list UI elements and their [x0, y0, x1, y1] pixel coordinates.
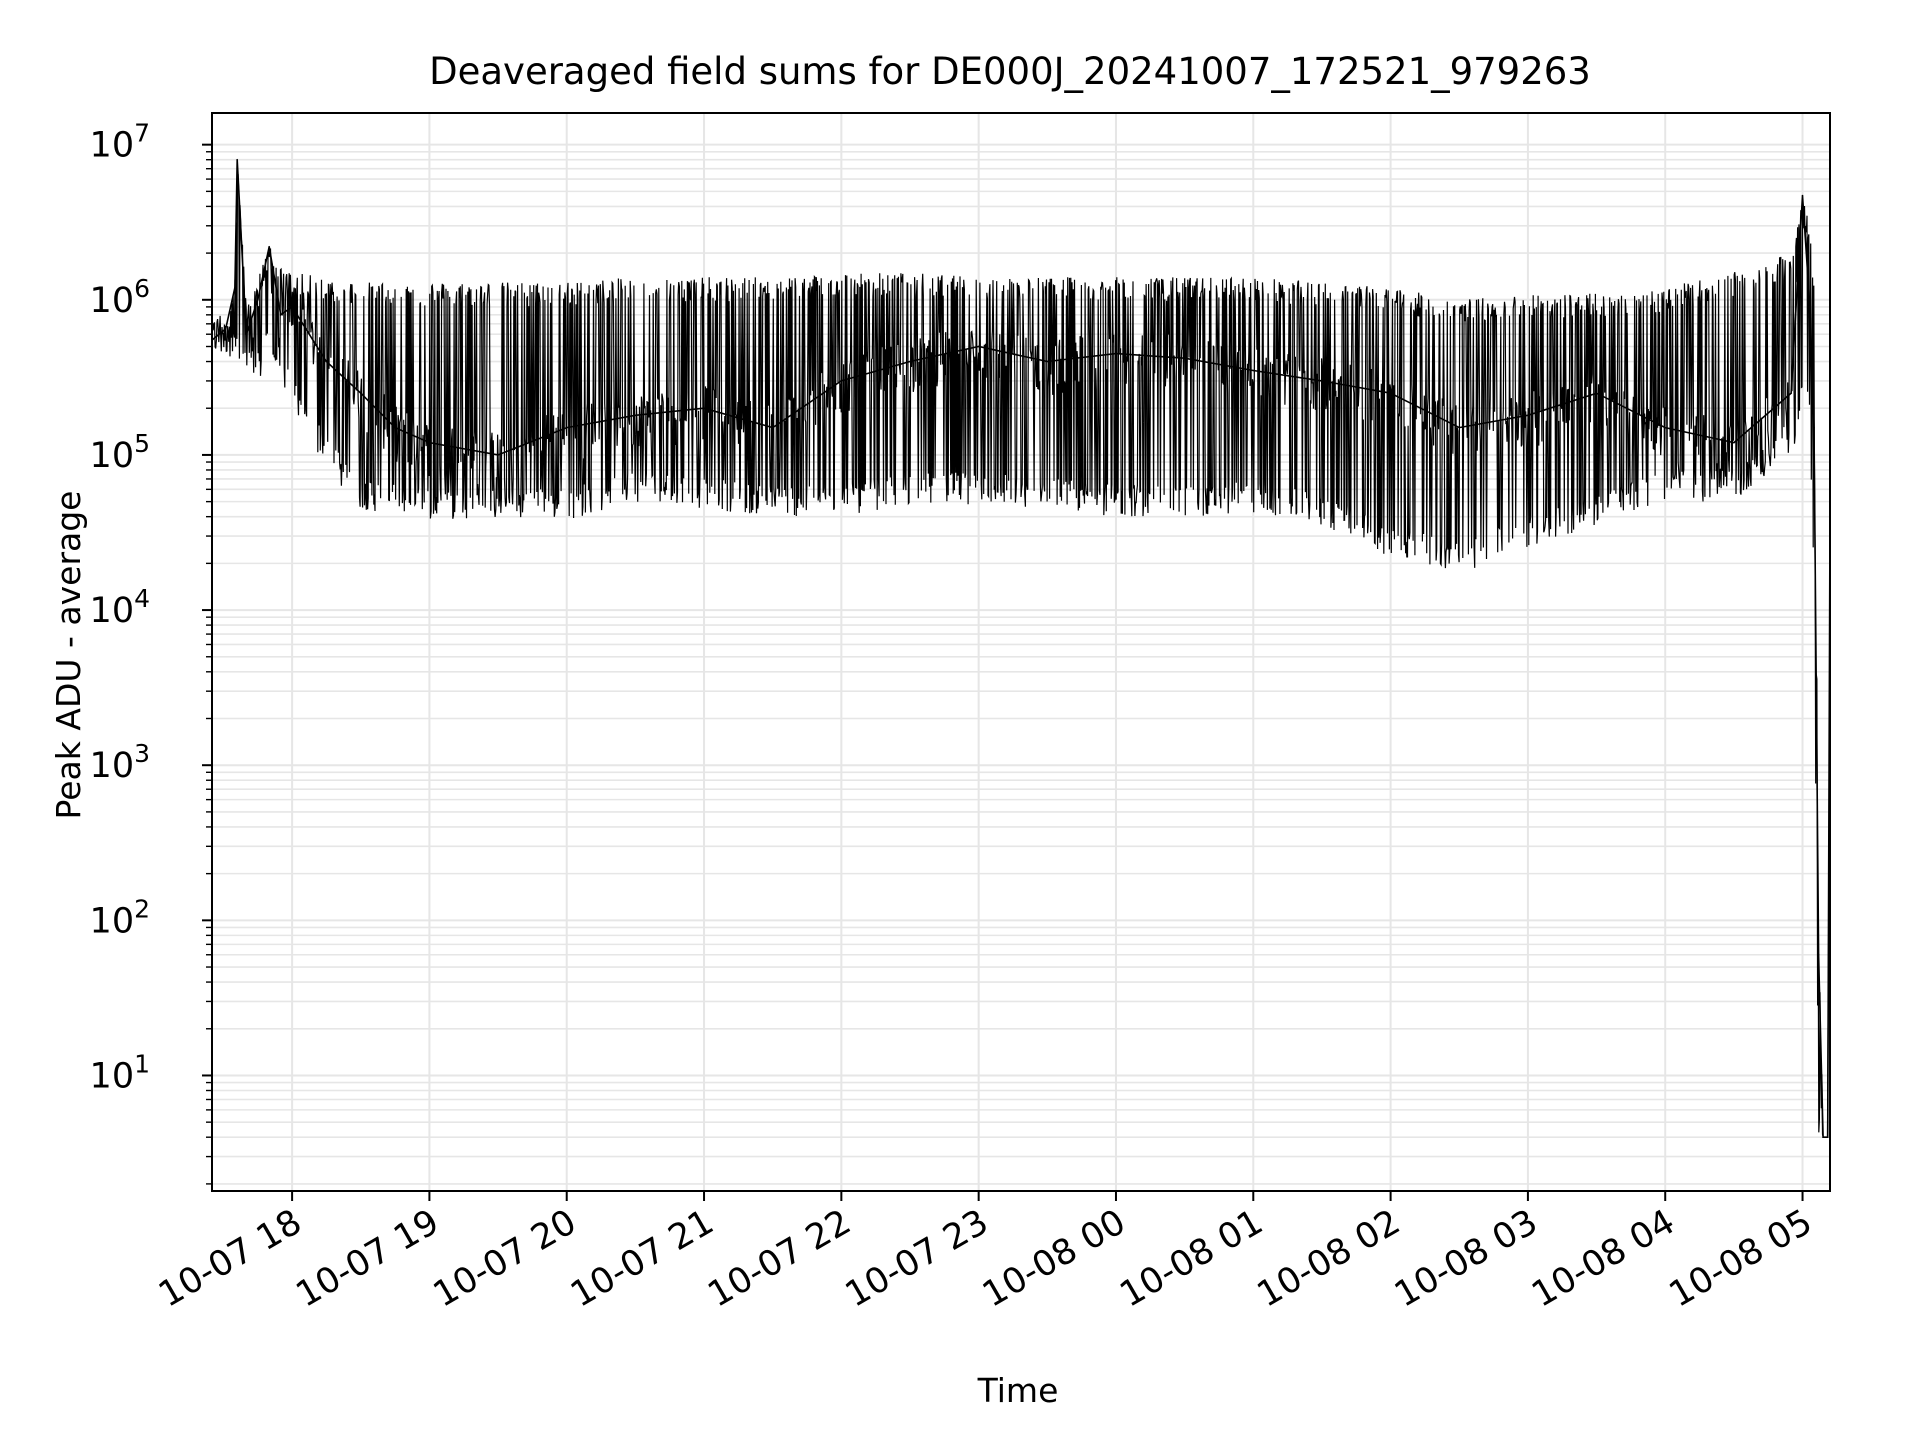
data-point	[703, 407, 705, 410]
data-point	[224, 328, 227, 330]
y-tick-label: 102	[90, 894, 150, 941]
data-point	[245, 333, 248, 336]
data-point	[1115, 352, 1117, 355]
x-tick-label: 10-08 03	[1388, 1202, 1544, 1315]
x-tick-label: 10-07 18	[152, 1202, 308, 1315]
data-point	[1664, 426, 1666, 429]
y-tick-label: 103	[90, 739, 150, 786]
data-point	[1527, 414, 1529, 417]
data-point	[1389, 392, 1392, 395]
data-point	[1817, 954, 1820, 956]
data-point	[279, 314, 282, 316]
data-point	[1733, 441, 1735, 444]
grid	[212, 113, 1830, 1191]
data-point	[1183, 357, 1186, 360]
series-key-path	[211, 159, 1831, 1138]
x-tick-label: 10-07 23	[839, 1202, 995, 1315]
data-point	[360, 392, 362, 395]
data-point	[1321, 380, 1323, 382]
data-point	[1826, 1136, 1829, 1138]
y-tick-label: 105	[90, 429, 150, 476]
data-point	[1808, 299, 1811, 301]
x-tick-label: 10-08 02	[1251, 1202, 1407, 1315]
series-line-path	[211, 173, 1831, 1138]
y-tick-label: 101	[90, 1049, 150, 1096]
data-point	[234, 286, 236, 289]
x-tick-label: 10-08 04	[1525, 1202, 1681, 1315]
data-point	[236, 158, 238, 161]
plot-frame	[211, 112, 1831, 1192]
data-point	[1801, 194, 1804, 197]
data-point	[325, 360, 328, 363]
data-point	[1252, 369, 1255, 372]
y-tick-label: 106	[90, 274, 150, 321]
data-point	[909, 360, 911, 363]
series-line	[211, 158, 1831, 1138]
data-point	[634, 414, 637, 417]
x-axis-label: Time	[977, 1371, 1059, 1410]
data-point	[1813, 426, 1815, 429]
chart-title: Deaveraged field sums for DE000J_2024100…	[429, 50, 1591, 93]
data-point	[1595, 392, 1598, 395]
y-tick-label: 104	[90, 584, 150, 631]
data-point	[977, 345, 980, 348]
y-axis-label: Peak ADU - average	[49, 491, 88, 820]
data-point	[394, 426, 396, 429]
x-tick-label: 10-07 22	[702, 1202, 858, 1315]
x-tick-label: 10-07 21	[564, 1202, 720, 1315]
data-point	[497, 454, 499, 456]
data-point	[1046, 360, 1049, 363]
x-tick-label: 10-07 20	[427, 1202, 583, 1315]
y-tick-labels: 101 102 103 104 105 106 107	[90, 119, 150, 1097]
data-point	[257, 299, 259, 301]
x-tick-label: 10-08 05	[1663, 1202, 1819, 1315]
x-tick-label: 10-08 00	[976, 1202, 1132, 1315]
data-point	[771, 426, 774, 429]
data-point	[565, 426, 568, 429]
data-point	[428, 441, 431, 444]
data-point	[1458, 426, 1461, 429]
x-tick-label: 10-07 19	[290, 1202, 446, 1315]
data-point	[291, 306, 293, 308]
data-point	[1790, 392, 1792, 395]
data-point	[268, 245, 271, 248]
axis-ticks	[202, 143, 1804, 1201]
x-tick-label: 10-08 01	[1113, 1202, 1269, 1315]
data-point	[840, 380, 843, 382]
data-point	[1822, 1136, 1824, 1138]
y-tick-label: 107	[90, 119, 150, 166]
